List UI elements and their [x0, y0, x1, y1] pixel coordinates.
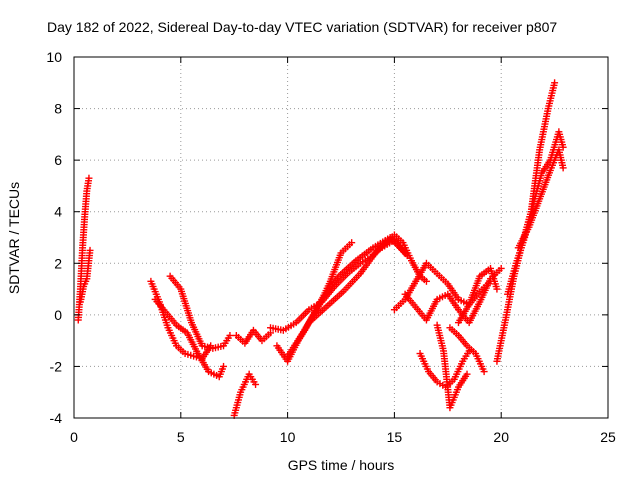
y-tick-label: 2	[54, 255, 62, 271]
x-tick-label: 15	[387, 429, 403, 445]
x-tick-label: 25	[600, 429, 616, 445]
plot-frame	[73, 56, 609, 419]
y-tick-label: 6	[54, 152, 62, 168]
data-point	[422, 277, 430, 285]
data-point	[559, 143, 567, 151]
x-tick-label: 10	[280, 429, 296, 445]
x-tick-label: 5	[177, 429, 185, 445]
y-tick-labels: -4 -2 0 2 4 6 8 10	[46, 49, 62, 426]
x-tick-labels: 0 5 10 15 20 25	[70, 429, 616, 445]
y-tick-label: 10	[46, 49, 62, 65]
data-points	[74, 79, 567, 419]
data-point	[463, 370, 471, 378]
grid-lines	[74, 57, 608, 418]
data-point	[348, 239, 356, 247]
data-point	[220, 362, 228, 370]
chart-title: Day 182 of 2022, Sidereal Day-to-day VTE…	[47, 19, 557, 35]
axis-ticks	[73, 56, 609, 419]
data-point	[226, 331, 234, 339]
data-point	[86, 246, 94, 254]
y-tick-label: 0	[54, 307, 62, 323]
data-point	[85, 174, 93, 182]
data-point	[403, 252, 411, 260]
data-point	[493, 285, 501, 293]
x-tick-label: 0	[70, 429, 78, 445]
data-point	[497, 264, 505, 272]
data-point	[559, 164, 567, 172]
x-tick-label: 20	[493, 429, 509, 445]
y-axis-label: SDTVAR / TECUs	[6, 182, 22, 294]
data-point	[480, 368, 488, 376]
y-tick-label: 8	[54, 101, 62, 117]
data-point	[551, 79, 559, 87]
data-point	[252, 380, 260, 388]
y-tick-label: -2	[50, 358, 63, 374]
x-axis-label: GPS time / hours	[288, 457, 395, 473]
y-tick-label: -4	[50, 410, 63, 426]
y-tick-label: 4	[54, 204, 62, 220]
